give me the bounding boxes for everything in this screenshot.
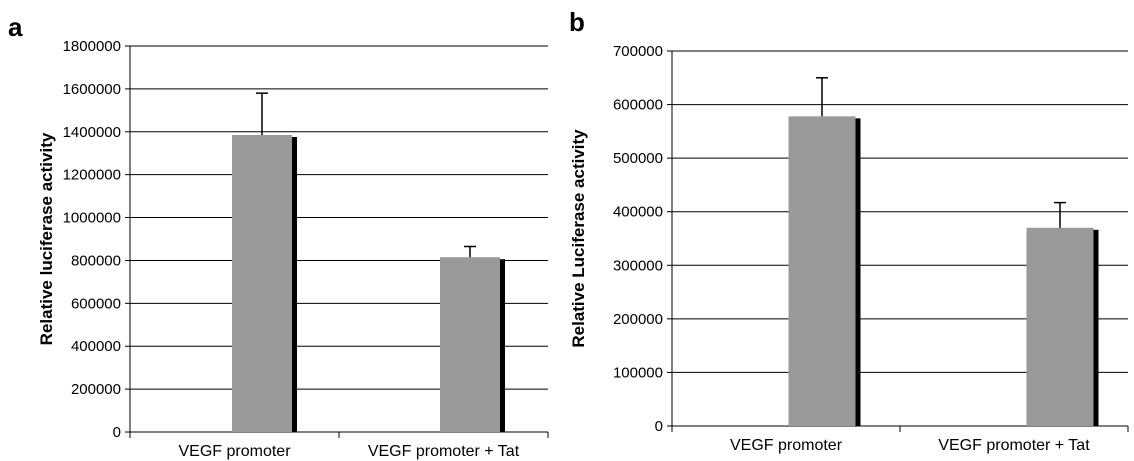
category-label: VEGF promoter bbox=[730, 437, 843, 454]
y-tick-label: 600000 bbox=[71, 295, 121, 312]
y-tick-label: 300000 bbox=[613, 257, 663, 274]
y-tick-label: 200000 bbox=[613, 311, 663, 328]
y-tick-label: 1000000 bbox=[63, 210, 121, 227]
y-tick-label: 800000 bbox=[71, 252, 121, 269]
y-tick-label: 400000 bbox=[71, 338, 121, 355]
bar bbox=[1026, 227, 1094, 426]
y-tick-label: 1600000 bbox=[63, 81, 121, 98]
y-tick-label: 600000 bbox=[613, 97, 663, 114]
y-tick-label: 0 bbox=[113, 424, 121, 441]
y-axis-label: Relative luciferase activity bbox=[37, 132, 56, 345]
y-tick-label: 100000 bbox=[613, 364, 663, 381]
panel-letter: b bbox=[569, 7, 585, 37]
bar bbox=[440, 257, 500, 432]
chart-panel-b: b 0 100000 200000 300000 400000 500000 600000 70… bbox=[569, 7, 1129, 454]
y-tick-label: 1400000 bbox=[63, 124, 121, 141]
bar bbox=[232, 134, 292, 432]
y-tick-label: 400000 bbox=[613, 204, 663, 221]
y-tick-label: 500000 bbox=[613, 150, 663, 167]
y-tick-label: 700000 bbox=[613, 43, 663, 60]
category-label: VEGF promoter + Tat bbox=[368, 443, 520, 460]
bar bbox=[788, 116, 856, 426]
category-label: VEGF promoter bbox=[178, 443, 291, 460]
y-tick-label: 0 bbox=[655, 418, 663, 435]
y-axis-label: Relative Luciferase activity bbox=[569, 129, 588, 348]
category-label: VEGF promoter + Tat bbox=[938, 437, 1090, 454]
chart-panel-a: a 0 200000 400000 600000 800000 1000000 1200000… bbox=[8, 12, 549, 460]
y-tick-label: 1200000 bbox=[63, 167, 121, 184]
y-tick-label: 200000 bbox=[71, 381, 121, 398]
y-tick-label: 1800000 bbox=[63, 38, 121, 55]
panel-letter: a bbox=[8, 12, 23, 42]
